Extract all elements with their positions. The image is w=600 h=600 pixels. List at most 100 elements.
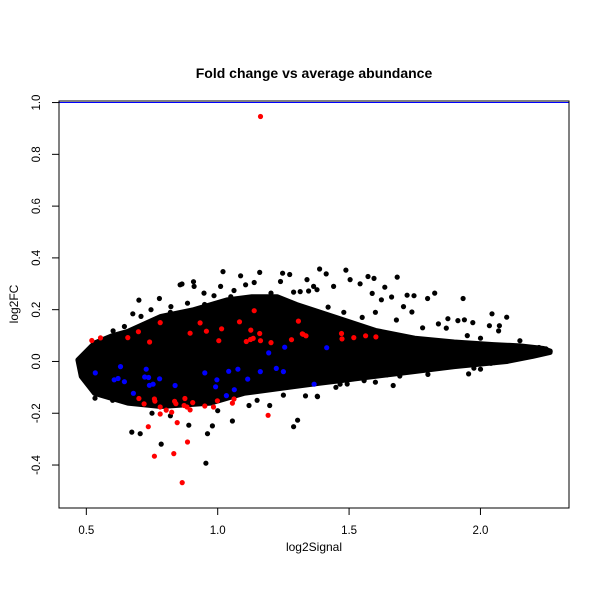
data-point [390,382,396,389]
data-point-blue [257,369,263,375]
data-point [420,325,426,331]
data-point [343,267,349,273]
data-point-red [89,337,95,344]
data-point [130,311,136,317]
data-point [471,365,477,371]
data-point [158,441,164,447]
data-point [455,318,461,324]
data-point [149,410,155,416]
data-point [389,294,395,300]
data-point [277,278,284,285]
data-point [246,402,252,409]
data-point [333,384,339,390]
data-point-red [169,409,175,415]
data-point-blue [282,344,288,350]
data-point [477,335,484,341]
data-point-blue [121,379,127,385]
data-point-red [243,338,249,345]
data-point-red [248,327,254,333]
x-tick-label: 1.0 [210,525,226,537]
data-point-blue [213,384,219,390]
data-point [304,277,310,283]
data-point [547,348,553,354]
data-point-blue [150,381,156,387]
data-point-blue [146,374,152,381]
data-point [92,395,98,401]
data-point-blue [117,364,124,370]
data-point [254,301,260,308]
data-point [186,422,192,428]
data-point [425,295,431,302]
data-point [291,289,297,295]
data-point [297,289,303,295]
data-point [341,309,347,315]
data-point [280,299,286,305]
data-point [425,371,431,377]
data-point [409,309,415,315]
data-point-red [173,401,179,407]
data-point [393,317,399,323]
data-point-blue [231,387,237,393]
data-point [384,372,390,378]
data-point [323,271,329,277]
data-point-red [219,326,225,332]
data-point [400,304,407,310]
data-point [287,271,293,278]
data-point [254,397,260,403]
data-point [517,338,523,344]
data-point [513,345,519,351]
data-point [337,381,343,387]
data-point-red [236,319,243,325]
data-point [404,292,410,298]
data-point-red [257,330,263,337]
data-point-blue [92,370,98,376]
data-point [477,366,484,372]
data-point-blue [324,345,330,351]
data-point [137,431,143,437]
data-point [190,279,197,285]
data-point [435,321,441,327]
data-point-red [229,400,235,406]
data-point [306,288,312,294]
data-point [496,328,502,334]
data-point [121,323,127,330]
data-point [220,269,226,275]
data-point [257,269,263,275]
data-point-red [300,331,306,337]
data-point-red [157,404,163,410]
data-point [251,279,257,286]
data-point-red [171,451,177,457]
data-point-blue [235,366,241,372]
data-point-red [373,334,379,340]
data-point-blue [214,377,220,383]
data-point [496,323,502,329]
data-point [461,317,467,323]
y-axis-label: log2FC [7,284,21,323]
data-point [378,297,384,303]
data-point [231,287,237,294]
data-point [369,290,375,296]
data-point-red [295,318,301,324]
data-point-blue [130,390,136,396]
data-point [359,314,365,320]
data-point [110,397,116,403]
data-point [129,429,135,435]
data-point [491,359,497,366]
data-point-red [97,335,104,341]
y-tick-label: 0.0 [31,353,43,369]
data-point-red [136,395,142,402]
data-point [191,283,197,289]
data-point-blue [223,393,229,399]
data-point [229,418,235,424]
data-point-red [257,113,264,120]
data-point [361,378,367,384]
data-point-blue [202,370,208,376]
data-point [489,311,495,317]
data-point-red [231,396,237,402]
data-point [262,307,268,313]
data-point-red [152,398,158,404]
data-point [464,333,470,339]
data-point [167,309,173,315]
x-tick-label: 2.0 [472,525,488,537]
data-point-red [216,338,222,344]
